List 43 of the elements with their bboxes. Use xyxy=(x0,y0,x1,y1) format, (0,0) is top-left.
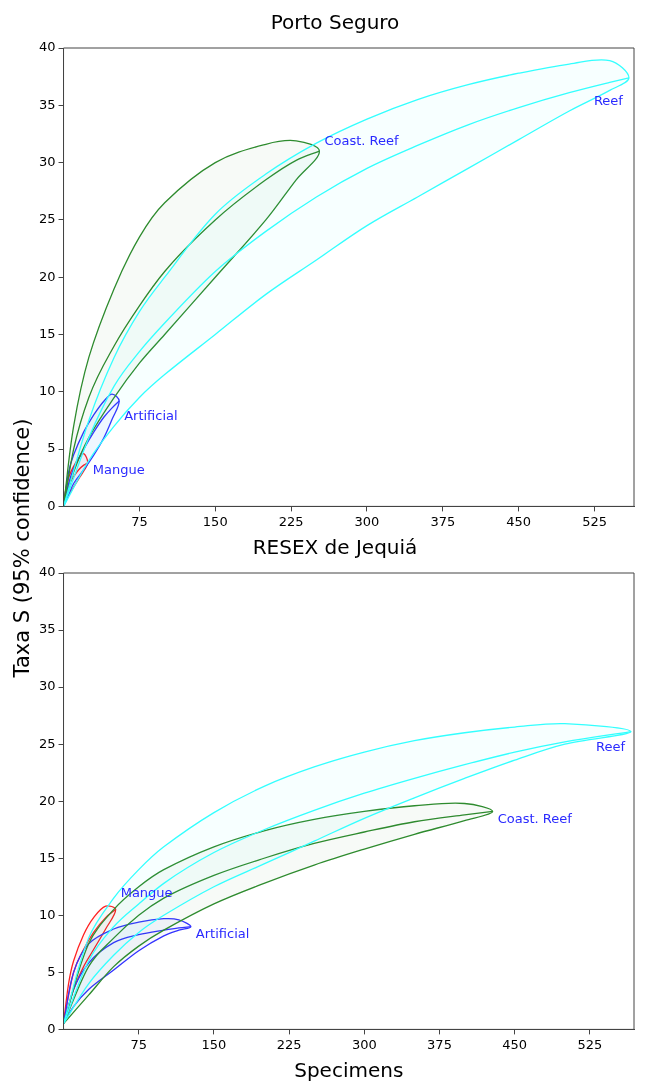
y-tick-label: 30 xyxy=(39,678,56,694)
x-tick-label: 450 xyxy=(502,1036,528,1052)
chart-title: RESEX de Jequiá xyxy=(252,535,418,560)
y-tick-label: 20 xyxy=(39,268,56,284)
series-label: Coast. Reef xyxy=(324,132,400,148)
y-tick-label: 20 xyxy=(39,792,56,808)
x-axis-title: Specimens xyxy=(294,1058,404,1083)
x-tick-label: 225 xyxy=(278,513,304,529)
y-tick-label: 25 xyxy=(39,211,56,227)
x-tick-label: 300 xyxy=(351,1036,377,1052)
y-tick-label: 35 xyxy=(39,621,56,637)
y-tick-label: 5 xyxy=(47,963,56,979)
y-tick-label: 5 xyxy=(47,440,56,456)
x-tick-label: 225 xyxy=(276,1036,302,1052)
x-tick-label: 375 xyxy=(427,1036,452,1052)
series-label: Artificial xyxy=(195,926,250,942)
y-tick-label: 35 xyxy=(39,96,56,112)
y-tick-label: 10 xyxy=(39,906,56,922)
y-tick-label: 10 xyxy=(39,383,56,399)
y-tick-label: 40 xyxy=(39,39,56,55)
y-tick-label: 25 xyxy=(39,735,56,751)
series-label: Artificial xyxy=(124,408,178,424)
x-tick-label: 75 xyxy=(131,513,148,529)
x-tick-label: 75 xyxy=(130,1036,148,1052)
series-label: Mangue xyxy=(92,462,145,478)
series-label: Reef xyxy=(595,738,626,754)
y-tick-label: 15 xyxy=(39,849,56,865)
series-label: Coast. Reef xyxy=(497,810,573,826)
x-tick-label: 375 xyxy=(430,513,456,529)
chart-title: Porto Seguro xyxy=(270,10,400,35)
y-axis-title: Taxa S (95% confidence) xyxy=(10,418,34,678)
y-tick-label: 15 xyxy=(39,325,56,341)
y-tick-label: 0 xyxy=(47,497,56,513)
series-label: Reef xyxy=(593,93,624,109)
x-tick-label: 150 xyxy=(201,1036,227,1052)
y-tick-label: 40 xyxy=(39,564,56,580)
x-tick-label: 300 xyxy=(354,513,380,529)
x-tick-label: 525 xyxy=(582,513,607,529)
x-tick-label: 450 xyxy=(506,513,532,529)
x-tick-label: 525 xyxy=(577,1036,603,1052)
x-tick-label: 150 xyxy=(202,513,228,529)
y-tick-label: 30 xyxy=(39,153,56,169)
y-tick-label: 0 xyxy=(47,1020,56,1036)
